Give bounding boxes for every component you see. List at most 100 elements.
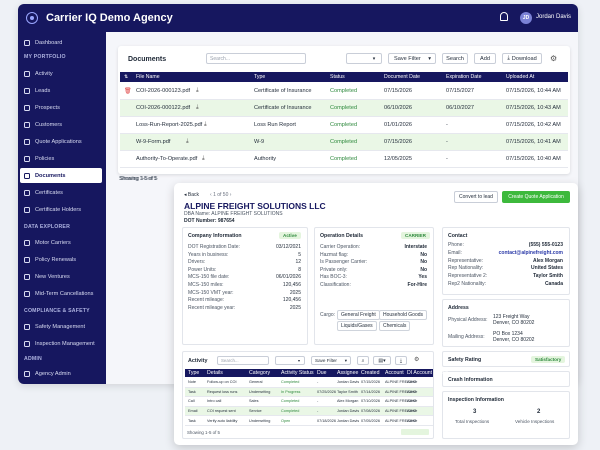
download-button[interactable]: ⤓ Download <box>502 53 542 64</box>
status-badge: Active <box>279 232 301 239</box>
sidebar-item-dashboard[interactable]: Dashboard <box>20 35 102 50</box>
doc-status: Completed <box>330 88 358 94</box>
activity-cell: Verify auto liability <box>207 418 238 423</box>
settings-icon[interactable]: ⚙ <box>550 54 558 63</box>
avatar[interactable]: JD <box>520 12 532 24</box>
activity-filter-select[interactable]: ▾ <box>275 356 305 365</box>
sidebar-item-motor-carriers[interactable]: Motor Carriers <box>20 235 102 250</box>
col-file-name[interactable]: File Name <box>136 74 160 80</box>
sidebar-item-policy-renewals[interactable]: Policy Renewals <box>20 252 102 267</box>
sidebar-item-inspection-management[interactable]: Inspection Management <box>20 336 102 351</box>
col-assignee[interactable]: Assignee <box>337 370 359 376</box>
activity-row[interactable]: Email COI request sent Service Completed - Jo… <box>185 406 433 417</box>
col-type[interactable]: Type <box>254 74 266 80</box>
col-expiration-date[interactable]: Expiration Date <box>446 74 482 80</box>
prospects-icon <box>24 104 30 111</box>
expiration-date: 06/10/2027 <box>446 105 474 111</box>
download-icon[interactable]: ⤓ <box>186 138 189 145</box>
sidebar-item-policies[interactable]: Policies <box>20 151 102 166</box>
table-row[interactable]: 🗑 COI-2026-000123.pdf ⤓ Certificate of Insu… <box>120 83 568 100</box>
sidebar-item-mid-term-cancellations[interactable]: Mid-Term Cancellations <box>20 286 102 301</box>
file-name-link[interactable]: COI-2026-000122.pdf <box>136 105 191 111</box>
pager[interactable]: ‹ 1 of 50 › <box>210 192 231 198</box>
contact-value: (555) 555-0123 <box>528 242 563 248</box>
search-button[interactable]: Search <box>442 53 468 64</box>
company-info-value: 2025 <box>289 289 301 296</box>
sidebar-item-documents[interactable]: Documents <box>20 168 102 183</box>
table-row[interactable]: Loss-Run-Report-2025.pdf ⤓ Loss Run Report… <box>120 117 568 134</box>
sidebar-item-certificate-holders[interactable]: Certificate Holders <box>20 202 102 217</box>
sidebar-item-customers[interactable]: Customers <box>20 117 102 132</box>
bell-icon[interactable] <box>500 12 508 21</box>
company-info-label: Recent mileage: <box>188 297 225 304</box>
chevron-down-icon: ▾ <box>428 55 431 62</box>
file-name-link[interactable]: Loss-Run-Report-2025.pdf <box>136 122 203 128</box>
sidebar-item-quote-applications[interactable]: Quote Applications <box>20 134 102 149</box>
sidebar-item-safety-management[interactable]: Safety Management <box>20 319 102 334</box>
add-button[interactable]: Add <box>474 53 496 64</box>
table-row[interactable]: COI-2026-000122.pdf ⤓ Certificate of Insur… <box>120 100 568 117</box>
file-name-link[interactable]: Authority-To-Operate.pdf <box>136 156 198 162</box>
col-status[interactable]: Status <box>330 74 345 80</box>
doc-status: Completed <box>330 156 358 162</box>
table-row[interactable]: W-9-Form.pdf ⤓ W-9 Completed 07/15/2026 - 07/1… <box>120 134 568 151</box>
renewals-icon <box>24 256 30 263</box>
activity-download-button[interactable]: ⤓ <box>395 356 407 365</box>
activity-row[interactable]: Call Intro call Sales Completed - Alex Morgan… <box>185 397 433 407</box>
sidebar-item-label: Leads <box>35 87 51 94</box>
col-di-account-status[interactable]: DI Account Status <box>407 370 449 376</box>
activity-row[interactable]: Note Follow-up on COI General Completed - Jor… <box>185 378 433 388</box>
create-quote-application-button[interactable]: Create Quote Application <box>502 191 570 203</box>
sidebar-item-agency-admin[interactable]: Agency Admin <box>20 366 102 381</box>
save-filter-button[interactable]: Save Filter ▾ <box>388 53 436 64</box>
mailing-address-line: PO Box 1234 <box>493 331 523 337</box>
email-link[interactable]: contact@alpinefreight.com <box>498 249 563 256</box>
file-name-link[interactable]: COI-2026-000123.pdf <box>136 88 191 94</box>
col-category[interactable]: Category <box>249 370 271 376</box>
saved-filter-select[interactable]: ▾ <box>346 53 382 64</box>
download-icon[interactable]: ⤓ <box>204 121 207 128</box>
sidebar-item-certificates[interactable]: Certificates <box>20 185 102 200</box>
chevron-down-icon: ▾ <box>297 358 300 363</box>
settings-icon[interactable]: ⚙ <box>414 357 420 363</box>
col-activity-status[interactable]: Activity Status <box>281 370 314 376</box>
sidebar-item-label: New Ventures <box>35 273 70 280</box>
columns-icon[interactable]: ⇅ <box>124 74 129 80</box>
convert-to-lead-button[interactable]: Convert to lead <box>454 191 498 203</box>
company-info-value: 120,456 <box>282 297 301 304</box>
activity-row[interactable]: Task Verify auto liability Underwriting Ope… <box>185 416 433 426</box>
company-info-title: Company Information <box>188 233 242 239</box>
activity-search-input[interactable]: Search... <box>217 356 269 365</box>
download-icon[interactable]: ⤓ <box>196 104 199 111</box>
documents-search-input[interactable]: Search... <box>206 53 306 64</box>
sidebar-item-prospects[interactable]: Prospects <box>20 100 102 115</box>
sidebar-item-leads[interactable]: Leads <box>20 83 102 98</box>
sidebar-item-activity[interactable]: Activity <box>20 66 102 81</box>
col-uploaded-at[interactable]: Uploaded At <box>506 74 535 80</box>
file-name-link[interactable]: W-9-Form.pdf <box>136 139 171 145</box>
truck-icon <box>24 239 30 246</box>
col-details[interactable]: Details <box>207 370 223 376</box>
col-due[interactable]: Due <box>317 370 327 376</box>
company-info-label: MCS-150 file date: <box>188 274 230 281</box>
activity-cell: Completed <box>281 380 300 385</box>
download-icon[interactable]: ⤓ <box>196 87 199 94</box>
col-document-date[interactable]: Document Date <box>384 74 421 80</box>
expiration-date: - <box>446 156 448 162</box>
table-row[interactable]: Authority-To-Operate.pdf ⤓ Authority Comple… <box>120 151 568 168</box>
col-created[interactable]: Created <box>361 370 380 376</box>
activity-cell: Open <box>281 418 291 423</box>
activity-search-button[interactable]: ⌕ <box>357 356 369 365</box>
uploaded-at: 07/15/2026, 10:42 AM <box>506 122 561 128</box>
activity-export-button[interactable]: ▤▾ <box>373 356 391 365</box>
col-type[interactable]: Type <box>188 370 200 376</box>
activity-row[interactable]: Task Request loss runs Underwriting In Prog… <box>185 387 433 398</box>
activity-save-filter-button[interactable]: Save Filter ▾ <box>311 356 351 365</box>
sidebar-item-new-ventures[interactable]: New Ventures <box>20 269 102 284</box>
trash-icon[interactable]: 🗑 <box>124 88 132 95</box>
col-account[interactable]: Account <box>385 370 404 376</box>
user-name[interactable]: Jordan Davis <box>536 14 572 20</box>
pagination-control[interactable] <box>401 429 429 435</box>
download-icon[interactable]: ⤓ <box>202 155 205 162</box>
back-link[interactable]: ◂ Back <box>184 192 199 198</box>
